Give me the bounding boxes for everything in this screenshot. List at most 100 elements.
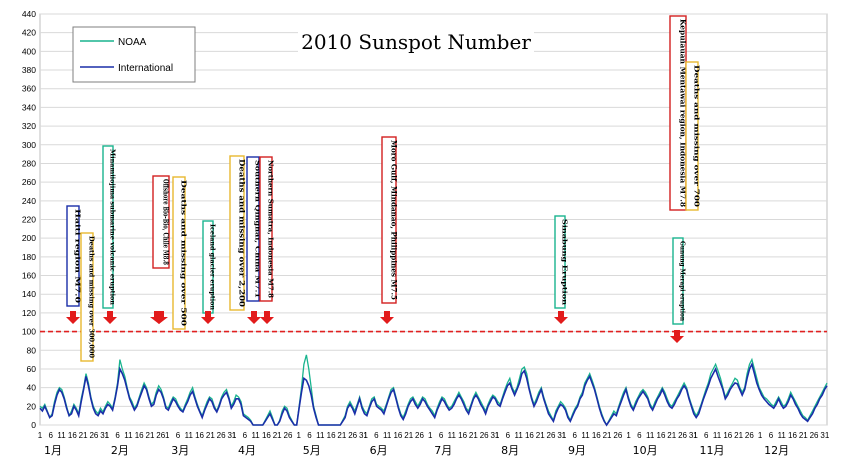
y-tick-label: 0 <box>31 420 36 430</box>
x-tick-label: 26 <box>745 431 754 440</box>
y-tick-label: 380 <box>22 65 36 75</box>
event-label: Deaths and missing over 2,200 <box>238 159 247 307</box>
down-arrow-icon <box>247 311 261 324</box>
series-line-noaa <box>39 354 828 427</box>
x-tick-label: 21 <box>146 431 155 440</box>
event-box: Northern Sumatra, Indonesia M7.8 <box>259 156 274 302</box>
event-annotations: Haiti region M7.0 Deaths and missing over… <box>66 15 700 362</box>
x-tick-label: 11 <box>383 431 392 440</box>
month-label: 4月 <box>238 444 256 457</box>
event-label: Deaths and missing over 300,000 <box>88 236 95 359</box>
x-tick-label: 11 <box>448 431 457 440</box>
x-tick-label: 26 <box>547 431 556 440</box>
month-label: 6月 <box>370 444 388 457</box>
down-arrow-icon <box>103 311 117 324</box>
x-tick-label: 31 <box>490 431 499 440</box>
x-tick-label: 6 <box>243 431 248 440</box>
x-tick-label: 26 <box>415 431 424 440</box>
x-tick-label: 21 <box>667 431 676 440</box>
x-tick-label: 21 <box>79 431 88 440</box>
x-tick-label: 6 <box>506 431 511 440</box>
x-tick-label: 16 <box>657 431 666 440</box>
series-line-international <box>39 362 828 427</box>
event-box: Deaths and missing over 500 <box>172 176 187 330</box>
x-tick-label: 6 <box>374 431 379 440</box>
x-tick-label: 16 <box>393 431 402 440</box>
x-tick-label: 1 <box>758 431 763 440</box>
x-tick-label: 16 <box>68 431 77 440</box>
title-box <box>298 26 534 58</box>
y-tick-label: 160 <box>22 271 36 281</box>
x-tick-label: 11 <box>57 431 66 440</box>
month-label: 8月 <box>501 444 519 457</box>
event-box: Iceland glacier eruption <box>202 220 216 314</box>
month-label: 12月 <box>764 444 789 457</box>
y-tick-label: 200 <box>22 233 36 243</box>
x-tick-label: 1 <box>562 431 567 440</box>
event-box: Moro Gulf, Mindanao, Philippines M7.5 <box>381 136 399 304</box>
event-box: Deaths and missing over 300,000 <box>80 232 95 362</box>
event-box: Sinabung Eruption <box>554 215 568 309</box>
x-tick-label: 1 <box>232 431 237 440</box>
x-tick-label: 1 <box>495 431 500 440</box>
down-arrow-icon <box>201 311 215 324</box>
down-arrow-icon <box>150 311 168 324</box>
x-tick-label: 31 <box>820 431 829 440</box>
x-tick-label: 16 <box>592 431 601 440</box>
event-label: Moro Gulf, Mindanao, Philippines M7.5 <box>390 140 399 300</box>
month-label: 5月 <box>303 444 321 457</box>
event-box: Kepulauan Mentawai region, Indonesia M7.… <box>669 15 688 211</box>
x-tick-label: 26 <box>613 431 622 440</box>
down-arrow-icon <box>380 311 394 324</box>
x-tick-label: 6 <box>115 431 120 440</box>
event-box: Gunung Merapi eruption <box>672 237 686 325</box>
down-arrow-icon <box>670 330 684 343</box>
x-tick-label: 6 <box>307 431 312 440</box>
x-tick-label: 6 <box>49 431 54 440</box>
y-tick-label: 400 <box>22 46 36 56</box>
event-box: Deaths and missing over 700 <box>685 61 700 211</box>
x-tick-label: 11 <box>778 431 787 440</box>
x-tick-label: 21 <box>404 431 413 440</box>
event-box: Southern Qinghai, China M7.1 <box>246 156 261 302</box>
x-tick-label: 1 <box>105 431 110 440</box>
x-tick-label: 16 <box>458 431 467 440</box>
x-tick-label: 1 <box>363 431 368 440</box>
x-tick-label: 6 <box>176 431 181 440</box>
event-label: Gunung Merapi eruption <box>679 241 686 321</box>
x-tick-label: 21 <box>536 431 545 440</box>
x-tick-label: 26 <box>678 431 687 440</box>
y-tick-label: 260 <box>22 177 36 187</box>
month-label: 11月 <box>699 444 724 457</box>
x-tick-label: 31 <box>689 431 698 440</box>
x-tick-label: 16 <box>788 431 797 440</box>
x-tick-label: 26 <box>480 431 489 440</box>
x-tick-label: 6 <box>769 431 774 440</box>
x-tick-label: 31 <box>100 431 109 440</box>
event-box: Offshore Bio-Bio, Chile M8.8 <box>152 175 171 269</box>
event-label: Minamiiojima submarine volcanic eruption <box>109 149 116 306</box>
x-tick-label: 21 <box>337 431 346 440</box>
x-tick-label: 26 <box>89 431 98 440</box>
event-label: Kepulauan Mentawai region, Indonesia M7.… <box>679 19 688 207</box>
y-tick-label: 100 <box>22 327 36 337</box>
x-tick-label: 16 <box>723 431 732 440</box>
down-arrow-icon <box>260 311 274 324</box>
x-tick-label: 11 <box>646 431 655 440</box>
x-tick-label: 1 <box>165 431 170 440</box>
x-tick-label: 11 <box>713 431 722 440</box>
legend: NOAA International <box>72 26 196 83</box>
x-tick-label: 1 <box>693 431 698 440</box>
x-tick-label: 26 <box>217 431 226 440</box>
event-label: Sinabung Eruption <box>561 219 568 306</box>
event-label: Deaths and missing over 500 <box>180 180 187 327</box>
y-tick-label: 360 <box>22 84 36 94</box>
x-tick-label: 6 <box>637 431 642 440</box>
month-label: 7月 <box>434 444 452 457</box>
y-tick-label: 40 <box>27 383 37 393</box>
x-tick-label: 11 <box>581 431 590 440</box>
month-label: 1月 <box>44 444 62 457</box>
x-tick-label: 1 <box>38 431 43 440</box>
event-arrows <box>66 311 684 343</box>
